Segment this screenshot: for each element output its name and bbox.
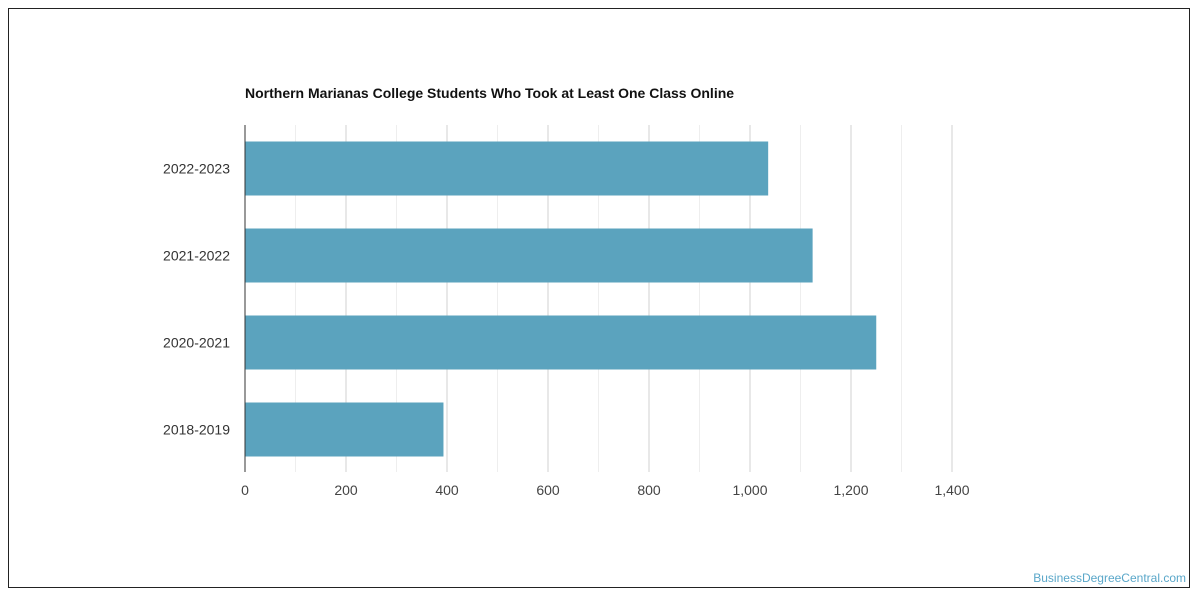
bar-2021-2022[interactable]	[245, 228, 813, 283]
x-tick-label: 800	[637, 482, 661, 498]
x-tick-label: 200	[334, 482, 358, 498]
x-tick-labels: 0 200 400 600 800 1,000 1,200 1,400	[241, 482, 970, 498]
watermark-link[interactable]: BusinessDegreeCentral.com	[1033, 571, 1186, 585]
category-label: 2022-2023	[163, 161, 230, 177]
bar-2018-2019[interactable]	[245, 402, 444, 457]
bar-2022-2023[interactable]	[245, 141, 769, 196]
x-tick-label: 0	[241, 482, 249, 498]
x-tick-label: 1,000	[732, 482, 767, 498]
bar-2020-2021[interactable]	[245, 315, 877, 370]
category-label: 2020-2021	[163, 335, 230, 351]
category-labels: 2022-2023 2021-2022 2020-2021 2018-2019	[163, 161, 230, 438]
x-tick-label: 400	[435, 482, 459, 498]
bars	[245, 141, 877, 457]
x-tick-label: 1,200	[833, 482, 868, 498]
chart-title: Northern Marianas College Students Who T…	[245, 85, 735, 101]
category-label: 2021-2022	[163, 248, 230, 264]
category-label: 2018-2019	[163, 422, 230, 438]
x-tick-label: 1,400	[934, 482, 969, 498]
x-tick-label: 600	[536, 482, 560, 498]
